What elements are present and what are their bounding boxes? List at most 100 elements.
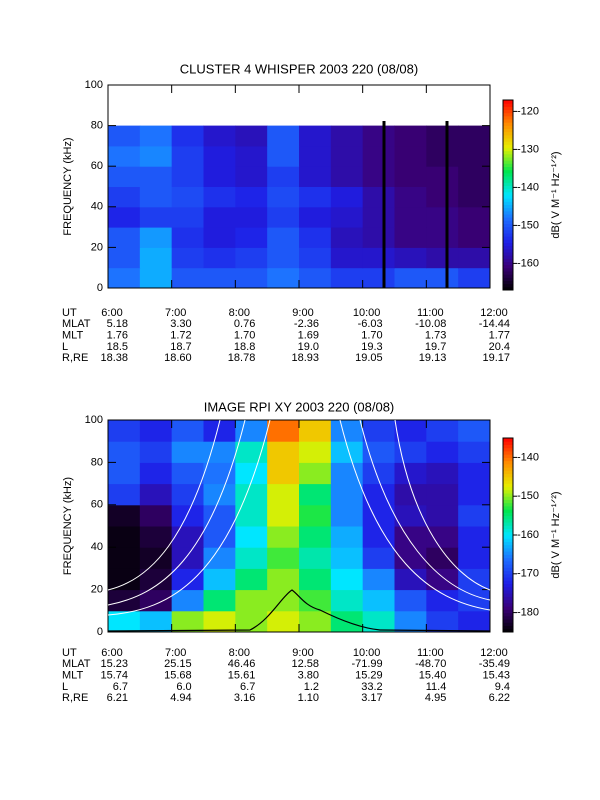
spectrogram-cell xyxy=(299,547,332,569)
colorbar-segment xyxy=(503,223,513,228)
colorbar-segment xyxy=(503,528,513,533)
spectrogram-cell xyxy=(235,267,268,289)
colorbar-segment xyxy=(503,134,513,139)
spectrogram-cell xyxy=(203,125,236,147)
colorbar-segment xyxy=(503,195,513,199)
ephemeris-value: 1.73 xyxy=(425,330,446,342)
y-tick-label: 60 xyxy=(91,160,103,172)
spectrogram-cell xyxy=(362,125,395,147)
spectrogram-cell xyxy=(171,568,204,591)
ephemeris-value: 3.17 xyxy=(361,692,382,704)
spectrogram-cell xyxy=(426,483,459,506)
colorbar-tick-label: -130 xyxy=(517,143,539,155)
spectrogram-cell xyxy=(458,186,491,208)
spectrogram-cell xyxy=(362,145,395,167)
colorbar-segment xyxy=(503,628,513,633)
colorbar-segment xyxy=(503,236,513,240)
spectrogram-cell xyxy=(458,526,491,548)
colorbar-segment xyxy=(503,470,513,475)
spectrogram-cell xyxy=(362,267,395,289)
ephemeris-value: 18.5 xyxy=(107,341,128,353)
spectrogram-cell xyxy=(171,483,204,506)
ephemeris-value: 3.80 xyxy=(298,670,319,682)
spectrogram-cell xyxy=(235,186,268,208)
colorbar-segment xyxy=(503,625,513,630)
ephemeris-label: MLT xyxy=(62,330,83,342)
colorbar-segment xyxy=(503,583,513,588)
spectrogram-cell xyxy=(330,462,364,485)
colorbar-segment xyxy=(503,505,513,510)
spectrogram-cell xyxy=(458,610,491,633)
ephemeris-label: R,RE xyxy=(62,692,88,704)
colorbar-segment xyxy=(503,210,513,215)
spectrogram-cell xyxy=(203,441,236,463)
spectrogram-cell xyxy=(139,206,173,228)
spectrogram-cell xyxy=(426,547,459,569)
colorbar-segment xyxy=(503,544,513,549)
spectrogram-cell xyxy=(139,186,173,208)
ephemeris-label: MLAT xyxy=(62,658,91,670)
colorbar-segment xyxy=(503,207,513,212)
spectrogram-cell xyxy=(139,125,173,147)
spectrogram-cell xyxy=(171,504,204,527)
spectrogram-cell xyxy=(203,227,236,248)
colorbar-segment xyxy=(503,577,513,581)
spectrogram-cell xyxy=(330,420,364,442)
spectrogram-cell xyxy=(299,526,332,548)
spectrogram-cell xyxy=(299,125,332,147)
colorbar-segment xyxy=(503,201,513,205)
ephemeris-value: 1.76 xyxy=(107,330,128,342)
ephemeris-value: 18.60 xyxy=(164,352,192,364)
spectrogram-cell xyxy=(299,247,332,269)
ephemeris-value: 15.74 xyxy=(100,670,128,682)
spectrogram-cell xyxy=(362,526,395,548)
y-tick-label: 20 xyxy=(91,241,103,253)
spectrogram-cell xyxy=(267,504,300,527)
spectrogram-cell xyxy=(299,227,332,248)
spectrogram-cell xyxy=(458,267,491,289)
colorbar-segment xyxy=(503,147,513,152)
colorbar-segment xyxy=(503,496,513,500)
chart-title: IMAGE RPI XY 2003 220 (08/08) xyxy=(204,399,395,414)
colorbar-segment xyxy=(503,198,513,202)
colorbar-segment xyxy=(503,106,513,110)
spectrogram-cell xyxy=(203,166,236,187)
plasma-frequency-curve xyxy=(107,589,491,632)
spectrogram-cell xyxy=(203,186,236,208)
ephemeris-value: 6.21 xyxy=(107,692,128,704)
ephemeris-value: 4.94 xyxy=(170,692,191,704)
spectrogram-cell xyxy=(235,227,268,248)
spectrogram-cell xyxy=(267,206,300,228)
spectrogram-cell xyxy=(139,483,173,506)
spectrogram-cell xyxy=(267,247,300,269)
spectrogram-cell xyxy=(299,206,332,228)
colorbar-label: dB( V M⁻¹ Hz⁻¹ᐟ²) xyxy=(550,491,562,578)
colorbar-segment xyxy=(503,515,513,520)
spectrogram-cell xyxy=(330,145,364,167)
spectrogram-cell xyxy=(458,547,491,569)
spectrogram-cell xyxy=(139,589,173,612)
colorbar-tick-label: -150 xyxy=(517,219,539,231)
colorbar-segment xyxy=(503,264,513,269)
spectrogram-cell xyxy=(394,247,427,269)
colorbar-segment xyxy=(503,525,513,530)
x-tick-label: 12:00 xyxy=(480,647,508,659)
colorbar-segment xyxy=(503,217,513,221)
spectrogram-cell xyxy=(458,145,491,167)
spectrogram-cell xyxy=(394,420,427,442)
colorbar-segment xyxy=(503,522,513,526)
colorbar-segment xyxy=(503,274,513,278)
spectrogram-cell xyxy=(330,526,364,548)
colorbar-segment xyxy=(503,115,513,120)
spectrogram-cell xyxy=(426,267,459,289)
spectrogram-cell xyxy=(299,186,332,208)
x-tick-label: 8:00 xyxy=(229,647,250,659)
spectrogram-cell xyxy=(330,186,364,208)
colorbar-segment xyxy=(503,560,513,565)
y-tick-label: 100 xyxy=(85,414,103,426)
colorbar-segment xyxy=(503,138,513,142)
colorbar-segment xyxy=(503,615,513,620)
spectrogram-cell xyxy=(139,504,173,527)
colorbar-segment xyxy=(503,457,513,462)
colorbar-segment xyxy=(503,535,513,539)
